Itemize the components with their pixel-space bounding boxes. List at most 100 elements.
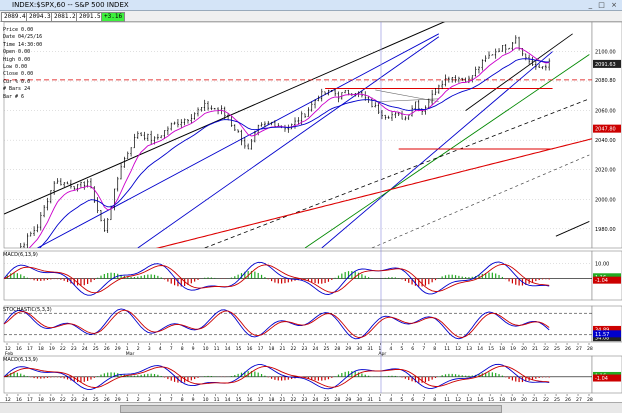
lower-date-axis-day-label: 21	[280, 397, 286, 403]
data-window-line: # Bars 24	[3, 86, 31, 93]
data-window-line: Bar # 6	[3, 93, 25, 100]
upper-date-axis-day-label: 24	[82, 346, 88, 352]
black-short-trendline	[465, 33, 573, 111]
lower-date-axis-day-label: 22	[543, 397, 549, 403]
blue-channel-line-3	[321, 51, 553, 248]
upper-date-axis-day-label: 18	[269, 346, 275, 352]
lower-date-axis-day-label: 7	[422, 397, 425, 403]
lower-date-axis-day-label: 17	[258, 397, 264, 403]
upper-date-axis-day-label: 14	[225, 346, 231, 352]
macd1-signal-line	[3, 263, 550, 294]
price-tick-label: 1980.00	[595, 227, 616, 233]
lower-date-axis-day-label: 27	[576, 397, 582, 403]
upper-date-axis-day-label: 16	[16, 346, 22, 352]
upper-date-axis-day-label: 1	[378, 346, 381, 352]
window-controls[interactable]: _ □ ×	[588, 1, 619, 9]
upper-date-axis-day-label: 7	[422, 346, 425, 352]
lower-date-axis-day-label: 8	[433, 397, 436, 403]
lower-date-axis-day-label: 24	[312, 397, 318, 403]
lower-date-axis-day-label: 15	[236, 397, 242, 403]
price-tick-label: 2040.00	[595, 138, 616, 144]
upper-date-axis-day-label: 22	[291, 346, 297, 352]
lower-date-axis-day-label: 31	[367, 397, 373, 403]
lower-date-axis-day-label: 12	[455, 397, 461, 403]
macd1-macd-line	[3, 261, 550, 296]
upper-date-axis-day-label: 22	[60, 346, 66, 352]
upper-date-axis-day-label: 27	[576, 346, 582, 352]
upper-date-axis-day-label: 21	[532, 346, 538, 352]
upper-date-axis-day-label: 29	[115, 346, 121, 352]
upper-date-axis-day-label: 11	[444, 346, 450, 352]
macd2-pane-frame	[3, 355, 593, 394]
upper-date-axis-day-label: 8	[433, 346, 436, 352]
upper-date-axis-day-label: 26	[565, 346, 571, 352]
upper-date-axis-day-label: 29	[345, 346, 351, 352]
upper-date-axis-day-label: 19	[49, 346, 55, 352]
macd2-signal-tag: -1.04	[595, 376, 608, 382]
price-tick-label: 2100.00	[595, 50, 616, 56]
last-price-tag: 2091.63	[595, 62, 616, 68]
upper-date-axis-day-label: 4	[159, 346, 162, 352]
lower-date-axis-day-label: 18	[269, 397, 275, 403]
lower-date-axis-day-label: 5	[400, 397, 403, 403]
lower-date-axis-day-label: 23	[71, 397, 77, 403]
macd1-tick-label: 10.00	[595, 261, 609, 267]
lower-date-axis-day-label: 20	[521, 397, 527, 403]
blue-channel-line-2	[37, 33, 440, 248]
lower-date-axis-day-label: 10	[203, 397, 209, 403]
upper-date-axis-day-label: 31	[367, 346, 373, 352]
data-window-line: Close 0.00	[3, 71, 34, 78]
ohlc-change: +3.16	[101, 12, 126, 22]
price-tick-label: 2060.00	[595, 109, 616, 115]
macd2-signal-tag-bg	[593, 374, 621, 382]
stochastic-d-line	[3, 309, 550, 338]
price-axis-frame	[591, 21, 622, 249]
lower-date-axis-day-label: 6	[411, 397, 414, 403]
lower-date-axis-day-label: 9	[192, 397, 195, 403]
upper-date-axis-day-label: 15	[236, 346, 242, 352]
lower-date-axis-day-label: 2	[137, 397, 140, 403]
lower-date-axis-day-label: 11	[444, 397, 450, 403]
upper-date-axis-day-label: 25	[323, 346, 329, 352]
lower-date-axis-day-label: 26	[104, 397, 110, 403]
title-bar: INDEX:$SPX,60 -- S&P 500 INDEX _ □ ×	[0, 0, 622, 11]
macd1-signal-tag: -1.04	[595, 278, 608, 284]
macd2-signal-line	[3, 365, 550, 388]
upper-date-axis-day-label: 3	[148, 346, 151, 352]
lower-date-axis-day-label: 12	[5, 397, 11, 403]
data-window-line: Price 0.00	[3, 27, 34, 33]
data-window-line: Time 14:30:00	[3, 41, 43, 48]
lower-date-axis-day-label: 25	[93, 397, 99, 403]
upper-date-axis-day-label: 17	[258, 346, 264, 352]
upper-date-axis-day-label: 6	[411, 346, 414, 352]
red-line-price-tag: 2080.80	[595, 78, 616, 84]
long-red-moving-average	[155, 138, 592, 248]
last-price-tag-bg	[593, 59, 621, 68]
macd1-plot	[3, 261, 592, 296]
upper-date-axis-day-label: 23	[301, 346, 307, 352]
upper-date-axis-day-label: 7	[170, 346, 173, 352]
lower-date-axis-day-label: 4	[389, 397, 392, 403]
lower-date-axis-day-label: 22	[60, 397, 66, 403]
ohlc-bar: 2089.49 2094.32 2081.20 2091.58 +3.16	[0, 11, 622, 22]
stochastic-other-tag: 11.57	[595, 332, 609, 338]
lower-date-axis-day-label: 26	[565, 397, 571, 403]
macd2-pane-label: MACD(6,13,9)	[3, 357, 38, 363]
lower-date-axis-day-label: 29	[115, 397, 121, 403]
stoch-plot	[3, 308, 592, 340]
data-window-line: Low 0.00	[3, 64, 28, 71]
fast-magenta-moving-average	[28, 47, 550, 248]
lower-date-axis-day-label: 1	[378, 397, 381, 403]
horizontal-scrollbar[interactable]	[0, 402, 622, 413]
lower-date-axis-day-label: 22	[291, 397, 297, 403]
upper-date-axis-day-label: 30	[356, 346, 362, 352]
lower-date-axis-day-label: 1	[126, 397, 129, 403]
upper-date-axis-day-label: 14	[477, 346, 483, 352]
upper-date-axis-month-label: Feb	[5, 351, 13, 357]
lower-date-axis-day-label: 16	[247, 397, 253, 403]
data-window-line: Open 0.00	[3, 49, 31, 56]
lower-date-axis-day-label: 28	[334, 397, 340, 403]
lower-date-axis-day-label: 16	[16, 397, 22, 403]
